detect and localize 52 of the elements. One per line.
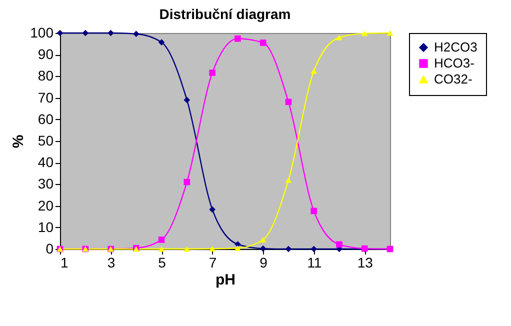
x-tick-label: 7 <box>208 254 217 270</box>
y-axis-title: % <box>10 134 28 148</box>
point <box>336 241 342 248</box>
point <box>285 177 292 183</box>
legend-label: HCO3- <box>434 56 474 70</box>
point <box>285 98 292 106</box>
y-tick-label: 80 <box>38 68 54 84</box>
x-axis-title: pH <box>216 272 236 288</box>
point <box>234 241 241 248</box>
point <box>260 40 266 46</box>
y-tick-label: 20 <box>38 197 54 214</box>
point <box>310 208 318 214</box>
y-tick-label: 50 <box>38 132 54 148</box>
point <box>234 245 241 251</box>
y-tick-label: 30 <box>38 176 54 192</box>
chart-title: Distribuční diagram <box>159 6 291 22</box>
point <box>361 30 368 36</box>
point <box>209 206 216 213</box>
y-tick-label: 100 <box>30 24 54 40</box>
y-tick-label: 70 <box>38 89 54 106</box>
x-tick-label: 11 <box>307 254 322 270</box>
point <box>209 70 216 76</box>
legend-label: H2CO3 <box>434 40 478 54</box>
x-tick-label: 3 <box>107 254 116 270</box>
y-tick-label: 60 <box>38 110 54 127</box>
point <box>184 246 190 252</box>
point <box>310 68 318 74</box>
point <box>158 236 165 243</box>
point <box>260 245 266 252</box>
point <box>209 246 216 252</box>
point <box>184 96 190 104</box>
point <box>108 30 114 36</box>
point <box>234 35 241 42</box>
y-tick-label: 90 <box>38 46 54 62</box>
point <box>260 236 266 242</box>
point <box>158 246 165 252</box>
point <box>386 30 394 36</box>
y-tick-label: 40 <box>38 154 54 170</box>
x-tick-label: 13 <box>357 254 374 270</box>
point <box>310 246 318 252</box>
point <box>158 39 165 46</box>
point <box>132 30 140 38</box>
legend-label: CO32- <box>434 72 472 86</box>
point <box>82 30 89 36</box>
point <box>184 178 190 186</box>
x-tick-label: 5 <box>158 254 166 270</box>
y-tick-label: 0 <box>46 240 54 256</box>
y-tick-label: 10 <box>38 218 54 235</box>
point <box>285 246 292 252</box>
x-tick-label: 1 <box>60 254 68 270</box>
x-tick-label: 9 <box>260 254 268 270</box>
point <box>336 34 342 40</box>
